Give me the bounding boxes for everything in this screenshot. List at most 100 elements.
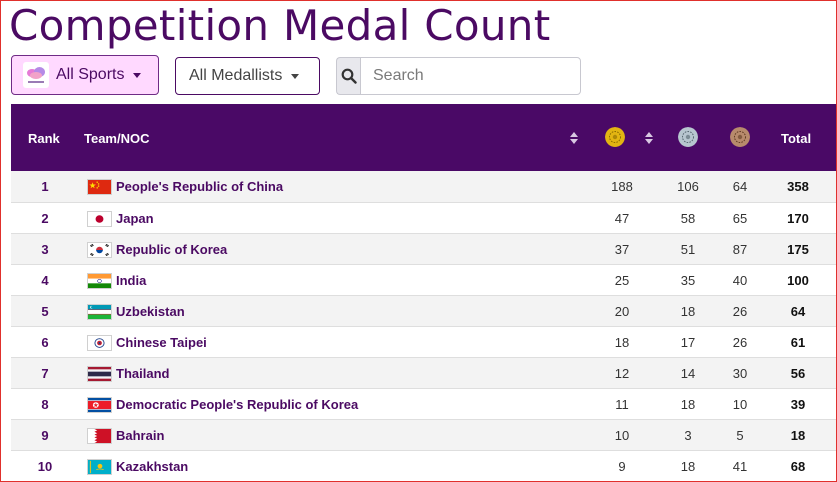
japan-flag-icon [87, 211, 112, 227]
gold-count: 47 [614, 211, 630, 226]
all-medallists-dropdown[interactable]: All Medallists [175, 57, 320, 95]
bronze-count: 30 [732, 366, 748, 381]
gold-count: 10 [614, 428, 630, 443]
table-row: 10 Kazakhstan 9 18 41 68 [11, 450, 836, 481]
medal-table-body: 1 People's Republic of China 188 106 64 … [11, 171, 836, 481]
gold-count: 12 [614, 366, 630, 381]
all-sports-label: All Sports [56, 66, 125, 83]
total-count: 61 [790, 335, 806, 350]
team-link[interactable]: Uzbekistan [116, 304, 185, 319]
rank-cell: 5 [41, 304, 49, 319]
rank-cell: 3 [41, 242, 49, 257]
table-row: 6 Chinese Taipei 18 17 26 61 [11, 326, 836, 357]
total-count: 64 [790, 304, 806, 319]
rank-cell: 2 [41, 211, 49, 226]
thailand-flag-icon [87, 366, 112, 382]
search-input[interactable] [360, 57, 581, 95]
team-link[interactable]: India [116, 273, 147, 288]
total-count: 170 [787, 211, 809, 226]
table-row: 2 Japan 47 58 65 170 [11, 202, 836, 233]
silver-count: 17 [680, 335, 696, 350]
kazakhstan-flag-icon [87, 459, 112, 475]
silver-count: 106 [677, 179, 699, 194]
team-link[interactable]: Kazakhstan [116, 459, 189, 474]
korea-flag-icon [87, 242, 112, 258]
team-link[interactable]: Chinese Taipei [116, 335, 207, 350]
team-header[interactable]: Team/NOC [84, 131, 150, 146]
team-link[interactable]: Bahrain [116, 428, 165, 443]
team-link[interactable]: Japan [116, 211, 154, 226]
total-count: 358 [787, 179, 809, 194]
silver-medal-icon[interactable] [678, 127, 698, 147]
bronze-count: 65 [732, 211, 748, 226]
gold-count: 9 [618, 459, 626, 474]
rank-cell: 7 [41, 366, 49, 381]
total-count: 56 [790, 366, 806, 381]
page-title: Competition Medal Count [9, 1, 551, 50]
gold-count: 18 [614, 335, 630, 350]
total-header[interactable]: Total [781, 131, 812, 146]
total-count: 100 [787, 273, 809, 288]
gold-medal-icon[interactable] [605, 127, 625, 147]
silver-count: 51 [680, 242, 696, 257]
games-logo-icon [23, 62, 49, 88]
sort-team-icon[interactable] [570, 132, 578, 144]
silver-count: 35 [680, 273, 696, 288]
team-link[interactable]: Republic of Korea [116, 242, 228, 257]
table-row: 1 People's Republic of China 188 106 64 … [11, 171, 836, 202]
dprk-flag-icon [87, 397, 112, 413]
rank-cell: 8 [41, 397, 49, 412]
table-row: 5 Uzbekistan 20 18 26 64 [11, 295, 836, 326]
team-link[interactable]: Democratic People's Republic of Korea [116, 397, 359, 412]
rank-header[interactable]: Rank [28, 131, 60, 146]
uzbekistan-flag-icon [87, 304, 112, 320]
team-link[interactable]: People's Republic of China [116, 179, 284, 194]
table-row: 3 Republic of Korea 37 51 87 175 [11, 233, 836, 264]
china-flag-icon [87, 179, 112, 195]
table-row: 9 Bahrain 10 3 5 18 [11, 419, 836, 450]
india-flag-icon [87, 273, 112, 289]
gold-count: 11 [615, 397, 629, 412]
chevron-down-icon [291, 73, 300, 79]
search-icon [341, 68, 357, 84]
bronze-count: 87 [732, 242, 748, 257]
rank-cell: 4 [41, 273, 49, 288]
all-sports-dropdown[interactable]: All Sports [11, 55, 159, 95]
bronze-count: 5 [736, 428, 744, 443]
bronze-count: 64 [732, 179, 748, 194]
table-row: 8 Democratic People's Republic of Korea … [11, 388, 836, 419]
rank-cell: 1 [41, 179, 49, 194]
chevron-down-icon [133, 72, 142, 78]
bronze-count: 41 [732, 459, 748, 474]
gold-count: 25 [614, 273, 630, 288]
silver-count: 18 [680, 397, 696, 412]
silver-count: 18 [680, 459, 696, 474]
bronze-count: 26 [732, 335, 748, 350]
rank-cell: 10 [37, 459, 53, 474]
table-row: 7 Thailand 12 14 30 56 [11, 357, 836, 388]
bahrain-flag-icon [87, 428, 112, 444]
silver-count: 14 [680, 366, 696, 381]
rank-cell: 9 [41, 428, 49, 443]
total-count: 18 [790, 428, 806, 443]
silver-count: 58 [680, 211, 696, 226]
bronze-count: 26 [732, 304, 748, 319]
search-button[interactable] [336, 57, 360, 95]
bronze-medal-icon[interactable] [730, 127, 750, 147]
silver-count: 18 [680, 304, 696, 319]
bronze-count: 10 [732, 397, 748, 412]
gold-count: 37 [614, 242, 630, 257]
team-link[interactable]: Thailand [116, 366, 170, 381]
total-count: 39 [790, 397, 806, 412]
sort-gold-icon[interactable] [645, 132, 653, 144]
total-count: 175 [787, 242, 809, 257]
all-medallists-label: All Medallists [189, 67, 283, 84]
table-row: 4 India 25 35 40 100 [11, 264, 836, 295]
search-box [336, 57, 581, 95]
silver-count: 3 [684, 428, 692, 443]
gold-count: 188 [611, 179, 633, 194]
rank-cell: 6 [41, 335, 49, 350]
chinese-taipei-flag-icon [87, 335, 112, 351]
bronze-count: 40 [732, 273, 748, 288]
gold-count: 20 [614, 304, 630, 319]
